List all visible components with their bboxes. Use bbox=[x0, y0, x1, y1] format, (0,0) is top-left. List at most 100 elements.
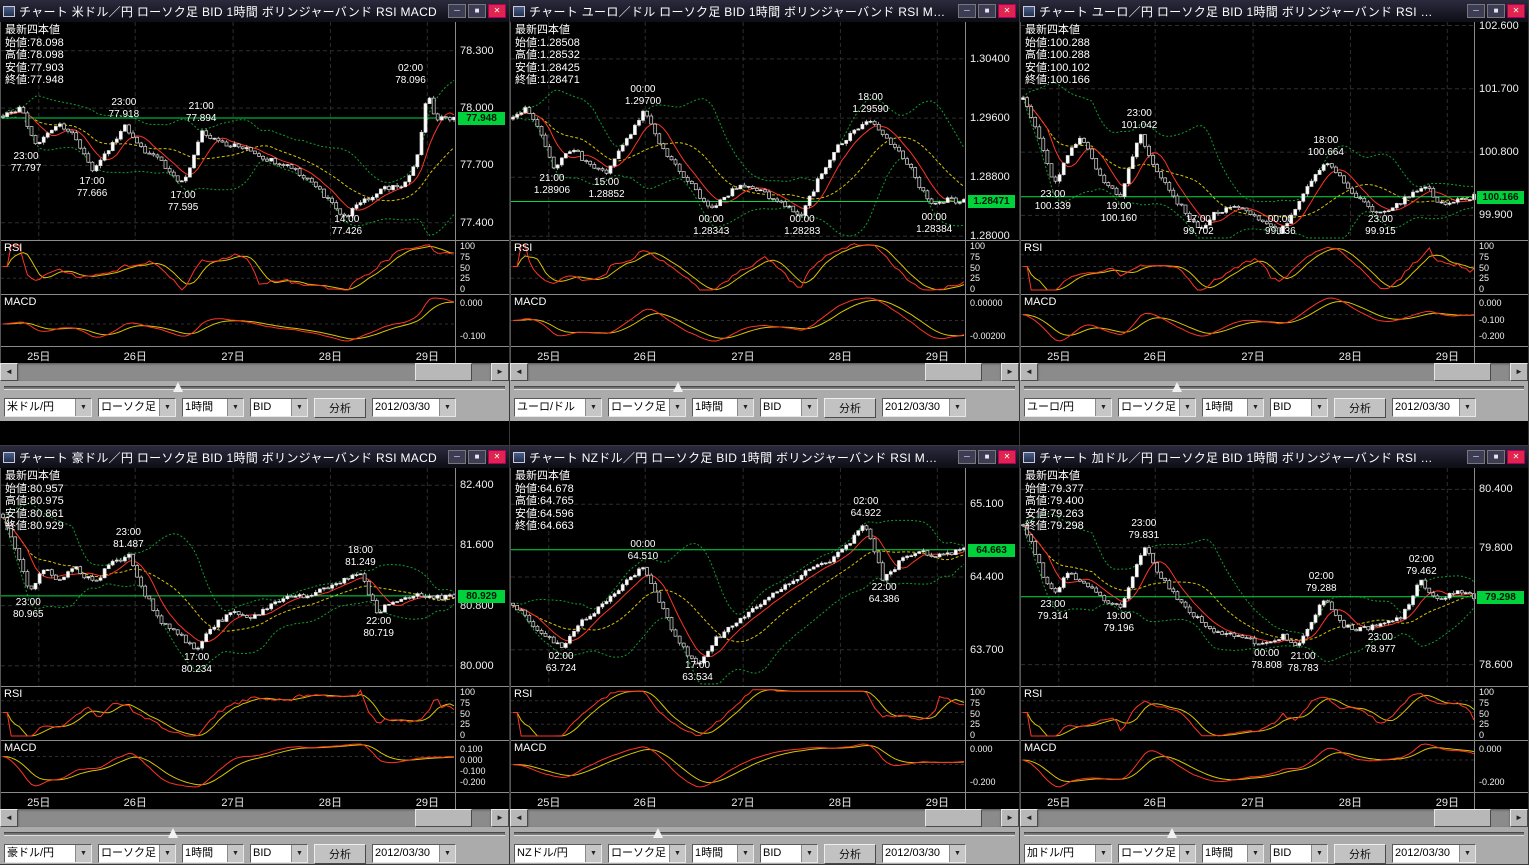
minimize-button[interactable]: ─ bbox=[448, 450, 466, 464]
zoom-slider-thumb[interactable] bbox=[672, 382, 683, 392]
price-side-select[interactable]: BID ▼ bbox=[1270, 398, 1328, 417]
date-select[interactable]: 2012/03/30 ▼ bbox=[1392, 398, 1476, 417]
date-select[interactable]: 2012/03/30 ▼ bbox=[882, 398, 966, 417]
dropdown-arrow-icon[interactable]: ▼ bbox=[1095, 845, 1111, 862]
scroll-right-button[interactable]: ► bbox=[491, 363, 509, 381]
zoom-slider[interactable] bbox=[0, 827, 509, 840]
dropdown-arrow-icon[interactable]: ▼ bbox=[227, 845, 243, 862]
dropdown-arrow-icon[interactable]: ▼ bbox=[291, 399, 307, 416]
minimize-button[interactable]: ─ bbox=[1467, 450, 1485, 464]
date-select[interactable]: 2012/03/30 ▼ bbox=[372, 398, 456, 417]
horizontal-scrollbar[interactable]: ◄ ► bbox=[510, 363, 1019, 381]
zoom-slider-thumb[interactable] bbox=[1167, 828, 1178, 838]
pair-select[interactable]: 米ドル/円 ▼ bbox=[4, 398, 92, 417]
zoom-slider-track[interactable] bbox=[1024, 386, 1524, 390]
chart-type-select[interactable]: ローソク足 ▼ bbox=[608, 844, 686, 863]
dropdown-arrow-icon[interactable]: ▼ bbox=[227, 399, 243, 416]
price-side-select[interactable]: BID ▼ bbox=[760, 398, 818, 417]
dropdown-arrow-icon[interactable]: ▼ bbox=[1179, 845, 1195, 862]
close-button[interactable]: ✕ bbox=[488, 450, 506, 464]
zoom-slider[interactable] bbox=[510, 381, 1019, 394]
horizontal-scrollbar[interactable]: ◄ ► bbox=[0, 809, 509, 827]
scroll-left-button[interactable]: ◄ bbox=[510, 363, 528, 381]
scroll-right-button[interactable]: ► bbox=[491, 809, 509, 827]
scrollbar-thumb[interactable] bbox=[1434, 363, 1492, 381]
scroll-left-button[interactable]: ◄ bbox=[510, 809, 528, 827]
scroll-left-button[interactable]: ◄ bbox=[0, 363, 18, 381]
zoom-slider-thumb[interactable] bbox=[168, 828, 179, 838]
interval-select[interactable]: 1時間 ▼ bbox=[182, 398, 244, 417]
interval-select[interactable]: 1時間 ▼ bbox=[692, 844, 754, 863]
scrollbar-thumb[interactable] bbox=[415, 809, 473, 827]
dropdown-arrow-icon[interactable]: ▼ bbox=[75, 399, 91, 416]
analyze-button[interactable]: 分析 bbox=[1334, 843, 1386, 864]
date-select[interactable]: 2012/03/30 ▼ bbox=[1392, 844, 1476, 863]
dropdown-arrow-icon[interactable]: ▼ bbox=[801, 399, 817, 416]
zoom-slider-track[interactable] bbox=[514, 386, 1015, 390]
price-side-select[interactable]: BID ▼ bbox=[760, 844, 818, 863]
scrollbar-thumb[interactable] bbox=[925, 363, 983, 381]
horizontal-scrollbar[interactable]: ◄ ► bbox=[510, 809, 1019, 827]
dropdown-arrow-icon[interactable]: ▼ bbox=[1459, 845, 1475, 862]
zoom-slider-track[interactable] bbox=[4, 832, 505, 836]
dropdown-arrow-icon[interactable]: ▼ bbox=[439, 845, 455, 862]
scrollbar-track[interactable] bbox=[1038, 363, 1510, 381]
dropdown-arrow-icon[interactable]: ▼ bbox=[669, 845, 685, 862]
chart-type-select[interactable]: ローソク足 ▼ bbox=[98, 398, 176, 417]
price-side-select[interactable]: BID ▼ bbox=[1270, 844, 1328, 863]
close-button[interactable]: ✕ bbox=[1507, 4, 1525, 18]
scrollbar-track[interactable] bbox=[18, 363, 491, 381]
dropdown-arrow-icon[interactable]: ▼ bbox=[1179, 399, 1195, 416]
window-titlebar[interactable]: チャート 加ドル／円 ローソク足 BID 1時間 ボリンジャーバンド RSI …… bbox=[1020, 446, 1528, 468]
dropdown-arrow-icon[interactable]: ▼ bbox=[1311, 845, 1327, 862]
window-titlebar[interactable]: チャート 豪ドル／円 ローソク足 BID 1時間 ボリンジャーバンド RSI M… bbox=[0, 446, 509, 468]
zoom-slider[interactable] bbox=[0, 381, 509, 394]
dropdown-arrow-icon[interactable]: ▼ bbox=[1247, 399, 1263, 416]
zoom-slider-track[interactable] bbox=[514, 832, 1015, 836]
maximize-button[interactable]: ■ bbox=[1487, 450, 1505, 464]
dropdown-arrow-icon[interactable]: ▼ bbox=[159, 399, 175, 416]
dropdown-arrow-icon[interactable]: ▼ bbox=[1095, 399, 1111, 416]
window-titlebar[interactable]: チャート ユーロ／ドル ローソク足 BID 1時間 ボリンジャーバンド RSI … bbox=[510, 0, 1019, 22]
dropdown-arrow-icon[interactable]: ▼ bbox=[1311, 399, 1327, 416]
analyze-button[interactable]: 分析 bbox=[1334, 397, 1386, 418]
dropdown-arrow-icon[interactable]: ▼ bbox=[159, 845, 175, 862]
scrollbar-thumb[interactable] bbox=[925, 809, 983, 827]
analyze-button[interactable]: 分析 bbox=[824, 843, 876, 864]
price-side-select[interactable]: BID ▼ bbox=[250, 844, 308, 863]
dropdown-arrow-icon[interactable]: ▼ bbox=[949, 845, 965, 862]
pair-select[interactable]: NZドル/円 ▼ bbox=[514, 844, 602, 863]
maximize-button[interactable]: ■ bbox=[978, 450, 996, 464]
chart-type-select[interactable]: ローソク足 ▼ bbox=[98, 844, 176, 863]
close-button[interactable]: ✕ bbox=[998, 4, 1016, 18]
minimize-button[interactable]: ─ bbox=[1467, 4, 1485, 18]
scroll-left-button[interactable]: ◄ bbox=[1020, 809, 1038, 827]
maximize-button[interactable]: ■ bbox=[468, 4, 486, 18]
close-button[interactable]: ✕ bbox=[1507, 450, 1525, 464]
dropdown-arrow-icon[interactable]: ▼ bbox=[585, 845, 601, 862]
horizontal-scrollbar[interactable]: ◄ ► bbox=[1020, 809, 1528, 827]
window-titlebar[interactable]: チャート 米ドル／円 ローソク足 BID 1時間 ボリンジャーバンド RSI M… bbox=[0, 0, 509, 22]
scroll-right-button[interactable]: ► bbox=[1510, 809, 1528, 827]
dropdown-arrow-icon[interactable]: ▼ bbox=[585, 399, 601, 416]
chart-type-select[interactable]: ローソク足 ▼ bbox=[1118, 844, 1196, 863]
interval-select[interactable]: 1時間 ▼ bbox=[182, 844, 244, 863]
scroll-right-button[interactable]: ► bbox=[1510, 363, 1528, 381]
close-button[interactable]: ✕ bbox=[998, 450, 1016, 464]
analyze-button[interactable]: 分析 bbox=[314, 843, 366, 864]
dropdown-arrow-icon[interactable]: ▼ bbox=[291, 845, 307, 862]
close-button[interactable]: ✕ bbox=[488, 4, 506, 18]
horizontal-scrollbar[interactable]: ◄ ► bbox=[0, 363, 509, 381]
zoom-slider[interactable] bbox=[1020, 381, 1528, 394]
pair-select[interactable]: ユーロ/ドル ▼ bbox=[514, 398, 602, 417]
interval-select[interactable]: 1時間 ▼ bbox=[1202, 844, 1264, 863]
scroll-left-button[interactable]: ◄ bbox=[1020, 363, 1038, 381]
dropdown-arrow-icon[interactable]: ▼ bbox=[801, 845, 817, 862]
price-side-select[interactable]: BID ▼ bbox=[250, 398, 308, 417]
pair-select[interactable]: 加ドル/円 ▼ bbox=[1024, 844, 1112, 863]
window-titlebar[interactable]: チャート NZドル／円 ローソク足 BID 1時間 ボリンジャーバンド RSI … bbox=[510, 446, 1019, 468]
dropdown-arrow-icon[interactable]: ▼ bbox=[669, 399, 685, 416]
maximize-button[interactable]: ■ bbox=[1487, 4, 1505, 18]
date-select[interactable]: 2012/03/30 ▼ bbox=[882, 844, 966, 863]
date-select[interactable]: 2012/03/30 ▼ bbox=[372, 844, 456, 863]
